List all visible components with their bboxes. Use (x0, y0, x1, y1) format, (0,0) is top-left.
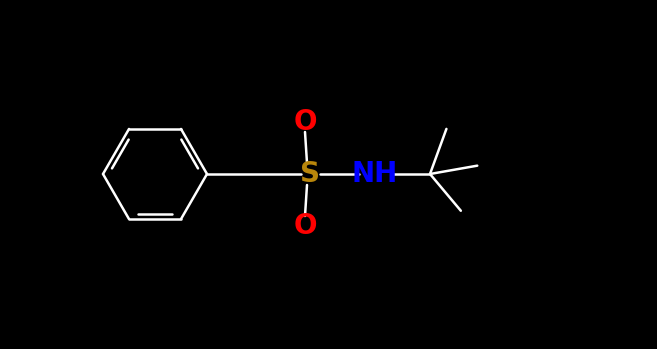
Text: O: O (293, 108, 317, 136)
Text: O: O (293, 212, 317, 240)
Text: NH: NH (352, 160, 398, 188)
Text: S: S (300, 160, 320, 188)
